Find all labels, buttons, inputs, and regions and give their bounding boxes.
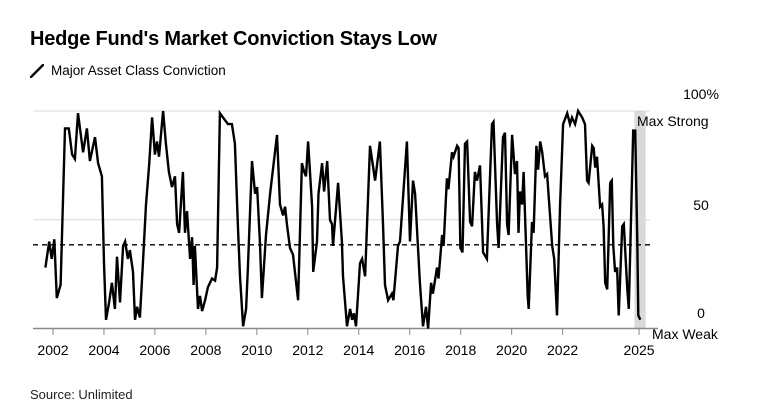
- x-tick-label: 2014: [343, 342, 375, 358]
- y-tick-label-100: 100%: [683, 86, 719, 102]
- source-note: Source: Unlimited: [30, 387, 133, 402]
- line-series-icon: [30, 63, 44, 78]
- y-tick-label-0: 0: [697, 305, 705, 321]
- chart-title: Hedge Fund's Market Conviction Stays Low: [30, 28, 437, 50]
- x-tick-label: 2012: [292, 342, 324, 358]
- x-tick-label: 2020: [496, 342, 528, 358]
- y-tick-label-50: 50: [693, 197, 709, 213]
- x-tick-label: 2004: [88, 342, 120, 358]
- x-tick-label: 2002: [37, 342, 69, 358]
- x-tick-label: 2010: [241, 342, 273, 358]
- x-tick-label: 2016: [394, 342, 426, 358]
- x-tick-label: 2022: [547, 342, 579, 358]
- chart-legend: Major Asset Class Conviction: [30, 63, 226, 78]
- x-tick-label: 2018: [445, 342, 477, 358]
- max-strong-annotation: Max Strong: [637, 113, 709, 129]
- x-tick-label: 2008: [190, 342, 222, 358]
- max-weak-annotation: Max Weak: [652, 326, 718, 342]
- x-tick-label: 2006: [139, 342, 171, 358]
- x-tick-label: 2025: [623, 342, 655, 358]
- legend-label: Major Asset Class Conviction: [51, 63, 226, 78]
